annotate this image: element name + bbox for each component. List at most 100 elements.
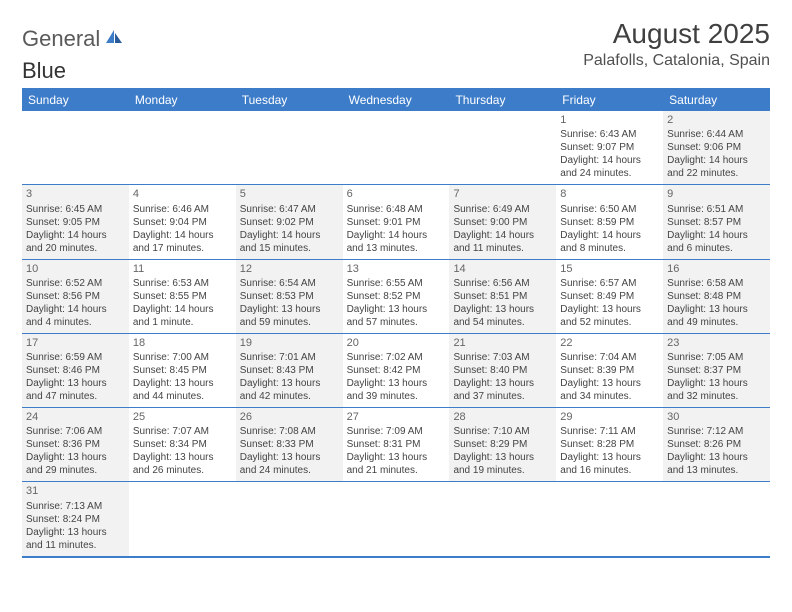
day-cell: 22Sunrise: 7:04 AMSunset: 8:39 PMDayligh… bbox=[556, 334, 663, 407]
weekday-header-row: SundayMondayTuesdayWednesdayThursdayFrid… bbox=[22, 89, 770, 111]
day-detail-line: Sunset: 8:40 PM bbox=[453, 364, 552, 377]
day-cell-empty bbox=[663, 482, 770, 555]
week-row: 3Sunrise: 6:45 AMSunset: 9:05 PMDaylight… bbox=[22, 185, 770, 259]
day-detail-line: Daylight: 13 hours and 54 minutes. bbox=[453, 303, 552, 329]
day-number: 5 bbox=[240, 187, 339, 201]
day-detail-line: Daylight: 13 hours and 49 minutes. bbox=[667, 303, 766, 329]
logo-text-2: Blue bbox=[22, 58, 66, 83]
day-detail-line: Sunset: 8:39 PM bbox=[560, 364, 659, 377]
day-number: 1 bbox=[560, 113, 659, 127]
day-detail-line: Sunset: 9:05 PM bbox=[26, 216, 125, 229]
day-detail-line: Sunset: 8:36 PM bbox=[26, 438, 125, 451]
day-detail-line: Daylight: 13 hours and 34 minutes. bbox=[560, 377, 659, 403]
day-cell-empty bbox=[236, 482, 343, 555]
day-cell-empty bbox=[129, 482, 236, 555]
week-row: 24Sunrise: 7:06 AMSunset: 8:36 PMDayligh… bbox=[22, 408, 770, 482]
day-detail-line: Sunrise: 6:43 AM bbox=[560, 128, 659, 141]
day-detail-line: Daylight: 13 hours and 39 minutes. bbox=[347, 377, 446, 403]
day-details: Sunrise: 6:58 AMSunset: 8:48 PMDaylight:… bbox=[667, 277, 766, 329]
day-detail-line: Daylight: 13 hours and 59 minutes. bbox=[240, 303, 339, 329]
day-detail-line: Sunset: 8:53 PM bbox=[240, 290, 339, 303]
day-details: Sunrise: 6:55 AMSunset: 8:52 PMDaylight:… bbox=[347, 277, 446, 329]
day-detail-line: Daylight: 13 hours and 21 minutes. bbox=[347, 451, 446, 477]
day-number: 25 bbox=[133, 410, 232, 424]
day-detail-line: Sunrise: 6:52 AM bbox=[26, 277, 125, 290]
day-cell: 11Sunrise: 6:53 AMSunset: 8:55 PMDayligh… bbox=[129, 260, 236, 333]
day-details: Sunrise: 6:49 AMSunset: 9:00 PMDaylight:… bbox=[453, 203, 552, 255]
day-number: 18 bbox=[133, 336, 232, 350]
day-details: Sunrise: 7:11 AMSunset: 8:28 PMDaylight:… bbox=[560, 425, 659, 477]
day-detail-line: Sunrise: 7:09 AM bbox=[347, 425, 446, 438]
day-number: 14 bbox=[453, 262, 552, 276]
weekday-header: Friday bbox=[556, 89, 663, 111]
day-detail-line: Sunset: 8:37 PM bbox=[667, 364, 766, 377]
day-number: 2 bbox=[667, 113, 766, 127]
weekday-header: Saturday bbox=[663, 89, 770, 111]
day-detail-line: Sunset: 8:48 PM bbox=[667, 290, 766, 303]
day-detail-line: Daylight: 13 hours and 11 minutes. bbox=[26, 526, 125, 552]
logo: General bbox=[22, 18, 124, 52]
day-detail-line: Sunset: 8:24 PM bbox=[26, 513, 125, 526]
day-details: Sunrise: 6:56 AMSunset: 8:51 PMDaylight:… bbox=[453, 277, 552, 329]
day-detail-line: Sunset: 8:49 PM bbox=[560, 290, 659, 303]
day-number: 6 bbox=[347, 187, 446, 201]
day-cell-empty bbox=[343, 482, 450, 555]
day-number: 30 bbox=[667, 410, 766, 424]
day-detail-line: Sunrise: 6:44 AM bbox=[667, 128, 766, 141]
day-detail-line: Sunrise: 6:57 AM bbox=[560, 277, 659, 290]
day-details: Sunrise: 6:47 AMSunset: 9:02 PMDaylight:… bbox=[240, 203, 339, 255]
day-detail-line: Daylight: 14 hours and 20 minutes. bbox=[26, 229, 125, 255]
day-details: Sunrise: 6:44 AMSunset: 9:06 PMDaylight:… bbox=[667, 128, 766, 180]
day-cell: 6Sunrise: 6:48 AMSunset: 9:01 PMDaylight… bbox=[343, 185, 450, 258]
day-cell-empty bbox=[449, 111, 556, 184]
day-number: 7 bbox=[453, 187, 552, 201]
day-detail-line: Sunset: 8:33 PM bbox=[240, 438, 339, 451]
day-detail-line: Daylight: 14 hours and 6 minutes. bbox=[667, 229, 766, 255]
week-row: 31Sunrise: 7:13 AMSunset: 8:24 PMDayligh… bbox=[22, 482, 770, 556]
day-detail-line: Sunrise: 6:53 AM bbox=[133, 277, 232, 290]
day-detail-line: Daylight: 13 hours and 44 minutes. bbox=[133, 377, 232, 403]
day-detail-line: Daylight: 13 hours and 29 minutes. bbox=[26, 451, 125, 477]
month-title: August 2025 bbox=[583, 18, 770, 50]
day-details: Sunrise: 6:51 AMSunset: 8:57 PMDaylight:… bbox=[667, 203, 766, 255]
day-detail-line: Daylight: 13 hours and 37 minutes. bbox=[453, 377, 552, 403]
day-cell: 12Sunrise: 6:54 AMSunset: 8:53 PMDayligh… bbox=[236, 260, 343, 333]
day-detail-line: Sunrise: 6:51 AM bbox=[667, 203, 766, 216]
day-details: Sunrise: 7:07 AMSunset: 8:34 PMDaylight:… bbox=[133, 425, 232, 477]
week-row: 10Sunrise: 6:52 AMSunset: 8:56 PMDayligh… bbox=[22, 260, 770, 334]
day-cell: 23Sunrise: 7:05 AMSunset: 8:37 PMDayligh… bbox=[663, 334, 770, 407]
day-detail-line: Daylight: 14 hours and 22 minutes. bbox=[667, 154, 766, 180]
day-cell-empty bbox=[556, 482, 663, 555]
day-detail-line: Sunrise: 7:02 AM bbox=[347, 351, 446, 364]
day-detail-line: Sunset: 9:06 PM bbox=[667, 141, 766, 154]
day-details: Sunrise: 6:57 AMSunset: 8:49 PMDaylight:… bbox=[560, 277, 659, 329]
day-number: 27 bbox=[347, 410, 446, 424]
day-number: 31 bbox=[26, 484, 125, 498]
day-detail-line: Daylight: 13 hours and 52 minutes. bbox=[560, 303, 659, 329]
day-details: Sunrise: 6:50 AMSunset: 8:59 PMDaylight:… bbox=[560, 203, 659, 255]
day-number: 3 bbox=[26, 187, 125, 201]
day-detail-line: Daylight: 14 hours and 8 minutes. bbox=[560, 229, 659, 255]
day-cell: 19Sunrise: 7:01 AMSunset: 8:43 PMDayligh… bbox=[236, 334, 343, 407]
day-detail-line: Sunrise: 7:12 AM bbox=[667, 425, 766, 438]
day-detail-line: Sunset: 8:34 PM bbox=[133, 438, 232, 451]
day-detail-line: Sunset: 8:56 PM bbox=[26, 290, 125, 303]
day-detail-line: Daylight: 14 hours and 11 minutes. bbox=[453, 229, 552, 255]
day-detail-line: Daylight: 14 hours and 1 minute. bbox=[133, 303, 232, 329]
day-detail-line: Sunrise: 6:55 AM bbox=[347, 277, 446, 290]
day-details: Sunrise: 6:53 AMSunset: 8:55 PMDaylight:… bbox=[133, 277, 232, 329]
day-cell: 31Sunrise: 7:13 AMSunset: 8:24 PMDayligh… bbox=[22, 482, 129, 555]
day-number: 15 bbox=[560, 262, 659, 276]
logo-sail-icon bbox=[100, 26, 124, 52]
day-number: 23 bbox=[667, 336, 766, 350]
day-number: 9 bbox=[667, 187, 766, 201]
day-cell: 1Sunrise: 6:43 AMSunset: 9:07 PMDaylight… bbox=[556, 111, 663, 184]
day-detail-line: Sunrise: 7:11 AM bbox=[560, 425, 659, 438]
day-cell: 10Sunrise: 6:52 AMSunset: 8:56 PMDayligh… bbox=[22, 260, 129, 333]
day-number: 21 bbox=[453, 336, 552, 350]
day-detail-line: Sunset: 9:04 PM bbox=[133, 216, 232, 229]
day-details: Sunrise: 7:08 AMSunset: 8:33 PMDaylight:… bbox=[240, 425, 339, 477]
day-detail-line: Daylight: 13 hours and 26 minutes. bbox=[133, 451, 232, 477]
day-detail-line: Sunset: 8:55 PM bbox=[133, 290, 232, 303]
day-detail-line: Daylight: 14 hours and 4 minutes. bbox=[26, 303, 125, 329]
